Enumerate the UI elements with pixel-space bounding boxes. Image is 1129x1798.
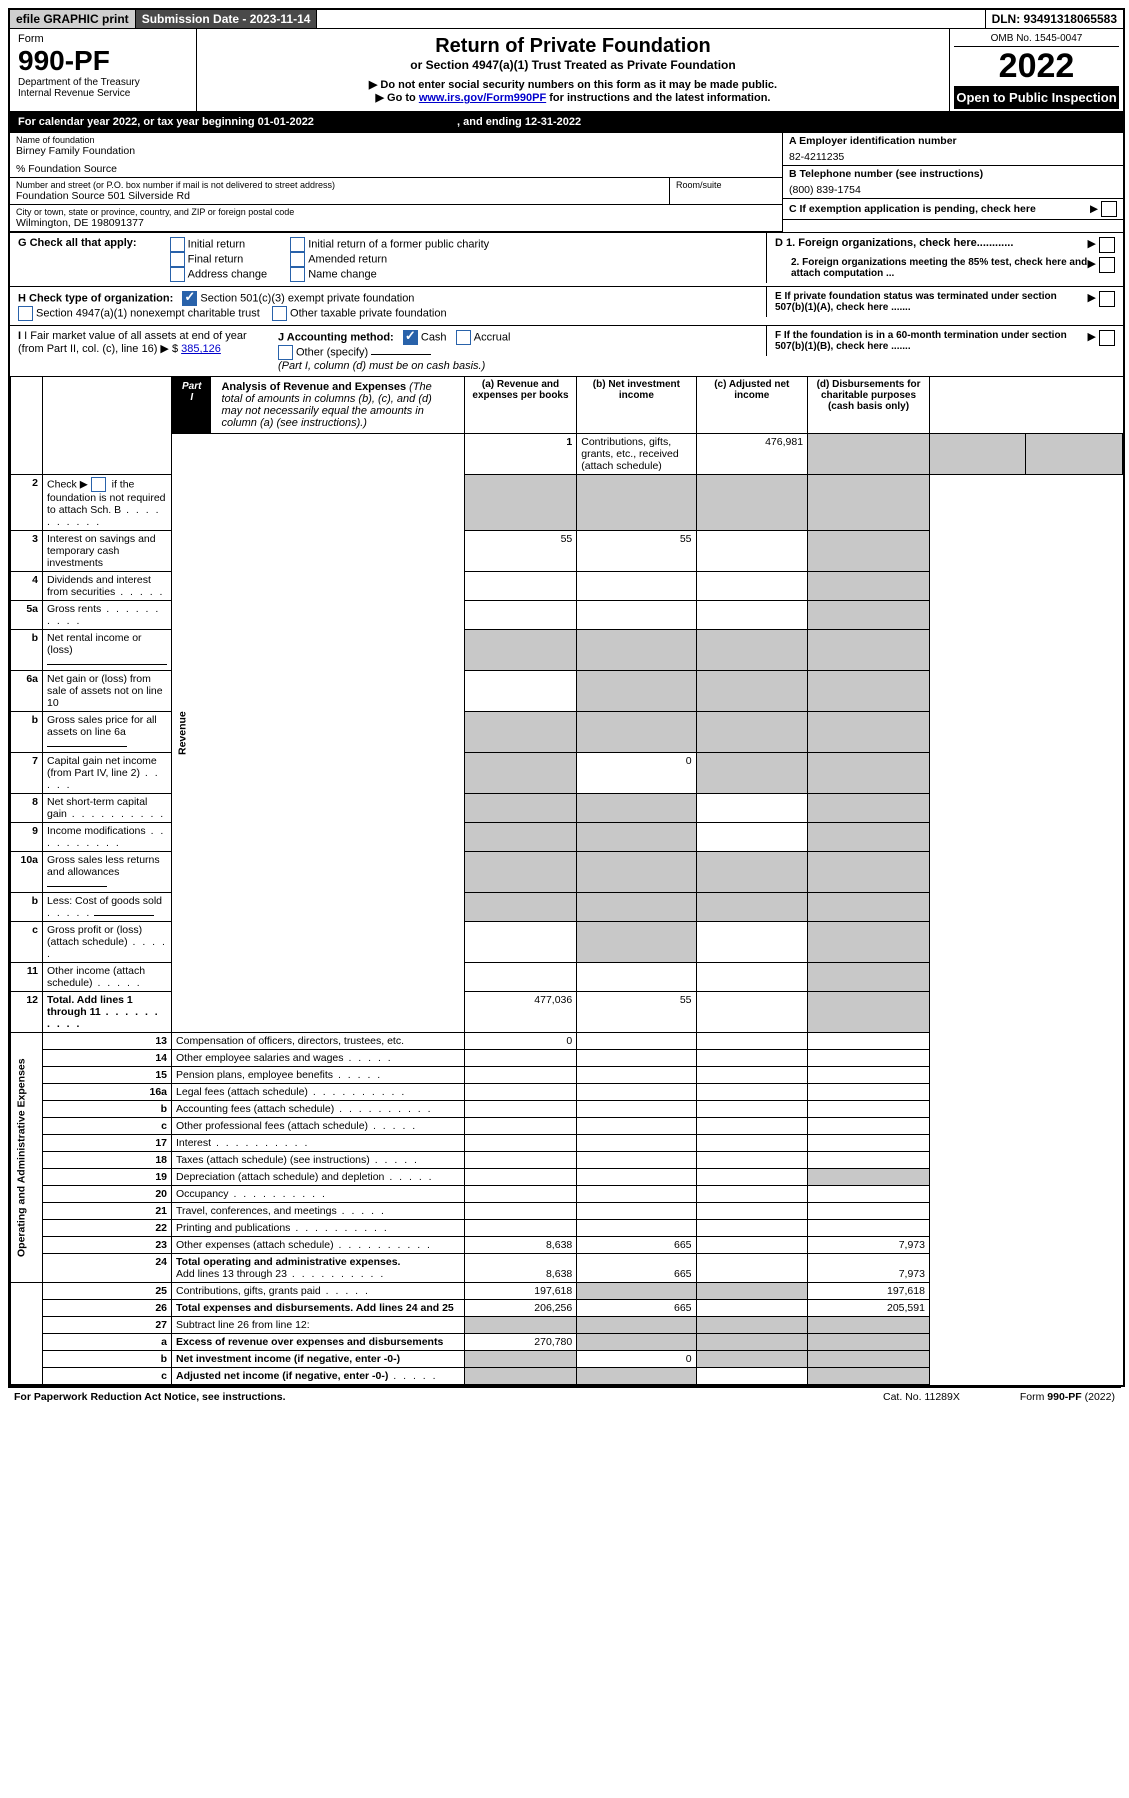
table-row: 24Total operating and administrative exp…	[11, 1254, 1123, 1283]
exemption-pending-cell: C If exemption application is pending, c…	[783, 199, 1123, 220]
table-row: 26Total expenses and disbursements. Add …	[11, 1300, 1123, 1317]
form-ref: Form 990-PF (2022)	[1020, 1391, 1115, 1403]
irs-label: Internal Revenue Service	[18, 88, 188, 99]
501c3-checkbox[interactable]	[182, 291, 197, 306]
calendar-year-row: For calendar year 2022, or tax year begi…	[10, 111, 1123, 132]
e-checkbox[interactable]	[1099, 291, 1115, 307]
paperwork-notice: For Paperwork Reduction Act Notice, see …	[14, 1391, 286, 1403]
final-return-checkbox[interactable]	[170, 252, 185, 267]
form-subtitle: or Section 4947(a)(1) Trust Treated as P…	[207, 58, 939, 72]
col-c-header: (c) Adjusted net income	[696, 377, 808, 434]
table-row: Revenue 1Contributions, gifts, grants, e…	[11, 434, 1123, 475]
foundation-name-cell: Name of foundation Birney Family Foundat…	[10, 133, 782, 178]
table-row: 25Contributions, gifts, grants paid197,6…	[11, 1283, 1123, 1300]
4947a1-checkbox[interactable]	[18, 306, 33, 321]
table-row: 21Travel, conferences, and meetings	[11, 1203, 1123, 1220]
dln-number: DLN: 93491318065583	[985, 10, 1123, 28]
name-change-checkbox[interactable]	[290, 267, 305, 282]
table-row: 20Occupancy	[11, 1186, 1123, 1203]
header-middle: Return of Private Foundation or Section …	[197, 29, 950, 111]
table-row: 22Printing and publications	[11, 1220, 1123, 1237]
table-row: 18Taxes (attach schedule) (see instructi…	[11, 1152, 1123, 1169]
form-title: Return of Private Foundation	[207, 35, 939, 58]
part1-table: Part I Analysis of Revenue and Expenses …	[10, 376, 1123, 1385]
note-goto: Go to www.irs.gov/Form990PF for instruct…	[207, 91, 939, 104]
fmv-link[interactable]: 385,126	[181, 343, 221, 355]
dept-treasury: Department of the Treasury	[18, 77, 188, 88]
ein-cell: A Employer identification number 82-4211…	[783, 133, 1123, 166]
submission-date: Submission Date - 2023-11-14	[136, 10, 318, 28]
section-h: H Check type of organization: Section 50…	[10, 286, 1123, 325]
info-section: Name of foundation Birney Family Foundat…	[10, 132, 1123, 232]
section-f: F If the foundation is in a 60-month ter…	[766, 326, 1123, 356]
revenue-side-label: Revenue	[172, 434, 465, 1033]
form990pf-link[interactable]: www.irs.gov/Form990PF	[419, 92, 546, 104]
c-checkbox[interactable]	[1101, 201, 1117, 217]
phone-cell: B Telephone number (see instructions) (8…	[783, 166, 1123, 199]
header-left: Form 990-PF Department of the Treasury I…	[10, 29, 197, 111]
d2-checkbox[interactable]	[1099, 257, 1115, 273]
address-cell: Number and street (or P.O. box number if…	[10, 178, 782, 205]
col-d-header: (d) Disbursements for charitable purpose…	[808, 377, 930, 434]
open-public-badge: Open to Public Inspection	[954, 86, 1119, 109]
initial-return-checkbox[interactable]	[170, 237, 185, 252]
footer: For Paperwork Reduction Act Notice, see …	[8, 1387, 1121, 1406]
f-checkbox[interactable]	[1099, 330, 1115, 346]
section-ij: I I Fair market value of all assets at e…	[10, 325, 1123, 376]
tax-year: 2022	[954, 47, 1119, 86]
table-row: 14Other employee salaries and wages	[11, 1050, 1123, 1067]
form-word: Form	[18, 33, 188, 45]
table-row: bNet investment income (if negative, ent…	[11, 1351, 1123, 1368]
col-b-header: (b) Net investment income	[577, 377, 696, 434]
amended-return-checkbox[interactable]	[290, 252, 305, 267]
table-row: cAdjusted net income (if negative, enter…	[11, 1368, 1123, 1385]
schB-checkbox[interactable]	[91, 477, 106, 492]
top-bar: efile GRAPHIC print Submission Date - 20…	[10, 10, 1123, 28]
d1-checkbox[interactable]	[1099, 237, 1115, 253]
table-row: 15Pension plans, employee benefits	[11, 1067, 1123, 1084]
header-right: OMB No. 1545-0047 2022 Open to Public In…	[950, 29, 1123, 111]
expenses-side-label: Operating and Administrative Expenses	[11, 1033, 43, 1283]
section-g: G Check all that apply: Initial return F…	[10, 232, 1123, 286]
table-row: 23Other expenses (attach schedule)8,6386…	[11, 1237, 1123, 1254]
section-e: E If private foundation status was termi…	[766, 287, 1123, 317]
other-method-checkbox[interactable]	[278, 345, 293, 360]
omb-number: OMB No. 1545-0047	[954, 31, 1119, 47]
table-row: 16aLegal fees (attach schedule)	[11, 1084, 1123, 1101]
note-ssn: Do not enter social security numbers on …	[207, 78, 939, 91]
table-row: 17Interest	[11, 1135, 1123, 1152]
header-row: Form 990-PF Department of the Treasury I…	[10, 28, 1123, 111]
section-d: D 1. Foreign organizations, check here..…	[766, 233, 1123, 283]
address-change-checkbox[interactable]	[170, 267, 185, 282]
accrual-checkbox[interactable]	[456, 330, 471, 345]
part1-tab: Part I	[172, 377, 211, 433]
form-container: efile GRAPHIC print Submission Date - 20…	[8, 8, 1125, 1387]
city-cell: City or town, state or province, country…	[10, 205, 782, 232]
cat-number: Cat. No. 11289X	[883, 1391, 960, 1403]
part1-title: Analysis of Revenue and Expenses (The to…	[211, 377, 463, 433]
efile-badge: efile GRAPHIC print	[10, 10, 136, 28]
table-row: cOther professional fees (attach schedul…	[11, 1118, 1123, 1135]
col-a-header: (a) Revenue and expenses per books	[464, 377, 577, 434]
cash-checkbox[interactable]	[403, 330, 418, 345]
table-row: Operating and Administrative Expenses 13…	[11, 1033, 1123, 1050]
table-row: 27Subtract line 26 from line 12:	[11, 1317, 1123, 1334]
table-row: aExcess of revenue over expenses and dis…	[11, 1334, 1123, 1351]
form-number: 990-PF	[18, 45, 188, 77]
initial-public-checkbox[interactable]	[290, 237, 305, 252]
table-row: 19Depreciation (attach schedule) and dep…	[11, 1169, 1123, 1186]
table-row: bAccounting fees (attach schedule)	[11, 1101, 1123, 1118]
other-taxable-checkbox[interactable]	[272, 306, 287, 321]
room-suite: Room/suite	[669, 178, 782, 204]
